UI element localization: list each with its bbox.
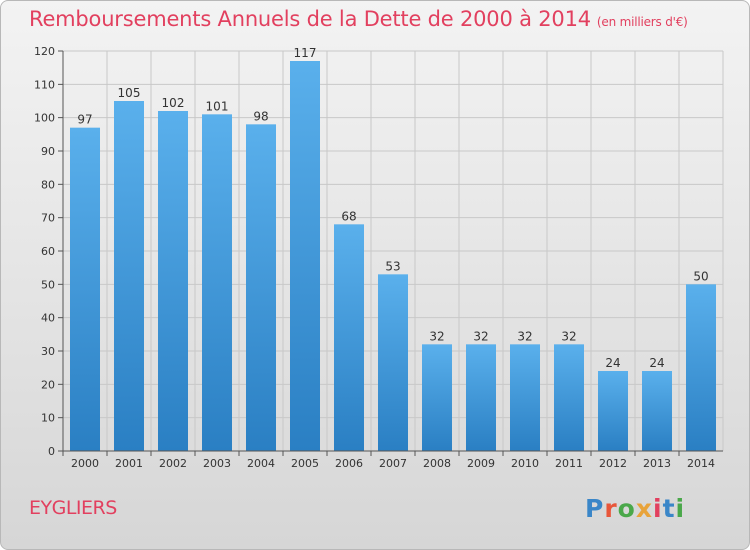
y-tick-label: 90: [41, 145, 55, 158]
x-tick-label: 2001: [115, 457, 143, 470]
y-tick-label: 80: [41, 178, 55, 191]
bar: [686, 284, 716, 451]
bar: [642, 371, 672, 451]
bar: [422, 344, 452, 451]
value-label: 105: [118, 86, 141, 100]
commune-name: EYGLIERS: [29, 497, 117, 519]
bar: [466, 344, 496, 451]
value-label: 24: [649, 356, 664, 370]
x-tick-label: 2007: [379, 457, 407, 470]
value-label: 53: [385, 259, 400, 273]
bar: [598, 371, 628, 451]
x-tick-label: 2003: [203, 457, 231, 470]
unit-label: (en milliers d'€): [596, 15, 688, 29]
proxiti-logo: Proxiti: [585, 494, 685, 523]
x-tick-label: 2009: [467, 457, 495, 470]
x-tick-label: 2004: [247, 457, 275, 470]
y-tick-label: 0: [48, 445, 55, 458]
value-label: 117: [294, 46, 317, 60]
value-label: 32: [517, 329, 532, 343]
bar: [158, 111, 188, 451]
bar: [334, 224, 364, 451]
bar: [114, 101, 144, 451]
y-tick-label: 20: [41, 378, 55, 391]
bar: [290, 61, 320, 451]
bar: [202, 114, 232, 451]
y-tick-label: 30: [41, 345, 55, 358]
y-tick-label: 10: [41, 412, 55, 425]
x-tick-label: 2014: [687, 457, 715, 470]
x-tick-label: 2005: [291, 457, 319, 470]
x-tick-label: 2013: [643, 457, 671, 470]
value-label: 32: [561, 329, 576, 343]
y-tick-label: 110: [34, 78, 55, 91]
value-label: 101: [206, 99, 229, 113]
y-tick-label: 40: [41, 312, 55, 325]
y-tick-label: 120: [34, 45, 55, 58]
value-label: 68: [341, 209, 356, 223]
value-label: 32: [429, 329, 444, 343]
bar: [70, 127, 100, 452]
svg-text:Proxiti: Proxiti: [585, 494, 685, 523]
bar: [510, 344, 540, 451]
value-label: 97: [77, 113, 92, 127]
x-tick-label: 2008: [423, 457, 451, 470]
chart-title: Remboursements Annuels de la Dette de 20…: [29, 7, 688, 31]
bar: [554, 344, 584, 451]
y-tick-label: 60: [41, 245, 55, 258]
value-label: 24: [605, 356, 620, 370]
x-tick-label: 2006: [335, 457, 363, 470]
x-tick-label: 2010: [511, 457, 539, 470]
x-tick-label: 2011: [555, 457, 583, 470]
bar: [378, 274, 408, 451]
value-label: 50: [693, 269, 708, 283]
value-label: 32: [473, 329, 488, 343]
value-label: 98: [253, 109, 268, 123]
y-tick-label: 70: [41, 212, 55, 225]
x-tick-label: 2002: [159, 457, 187, 470]
y-tick-label: 50: [41, 278, 55, 291]
bar: [246, 124, 276, 451]
y-tick-label: 100: [34, 112, 55, 125]
x-tick-label: 2012: [599, 457, 627, 470]
x-tick-label: 2000: [71, 457, 99, 470]
value-label: 102: [162, 96, 185, 110]
